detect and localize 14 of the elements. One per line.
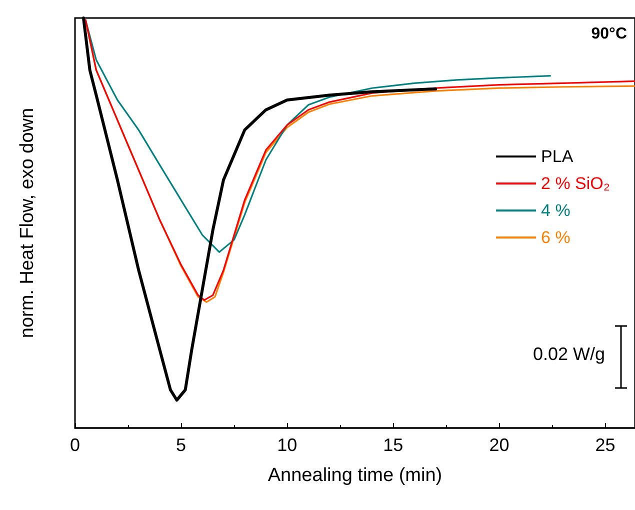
annotation: 0.02 W/g: [532, 344, 606, 364]
legend-label: PLA: [541, 147, 574, 166]
x-axis-title: Annealing time (min): [268, 465, 442, 486]
x-tick-label: 5: [176, 435, 186, 455]
x-tick-label: 0: [70, 435, 80, 455]
legend-label: 2 % SiO₂: [541, 174, 610, 193]
annotation: 90°C: [591, 26, 628, 42]
legend-label: 4 %: [541, 201, 570, 220]
x-tick-label: 25: [595, 435, 616, 455]
y-axis-title: norm. Heat Flow, exo down: [17, 108, 39, 338]
x-tick-label: 10: [277, 435, 298, 455]
x-tick-label: 20: [489, 435, 510, 455]
x-tick-label: 15: [383, 435, 404, 455]
legend-label: 6 %: [541, 228, 570, 247]
